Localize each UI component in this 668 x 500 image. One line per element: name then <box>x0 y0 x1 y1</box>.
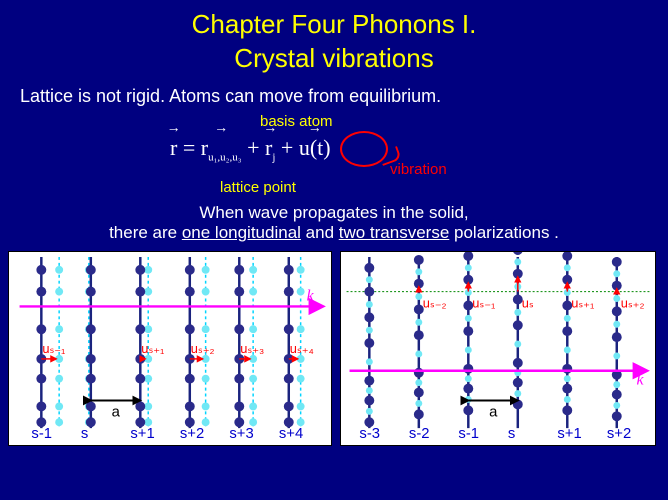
title-line1: Chapter Four Phonons I. <box>192 9 477 39</box>
svg-text:s-2: s-2 <box>409 426 430 442</box>
svg-text:s+2: s+2 <box>180 426 204 442</box>
svg-text:uₛ: uₛ <box>522 295 534 310</box>
lattice-point-label: lattice point <box>220 179 296 196</box>
vec-ru: ru₁,u₂,u₃ <box>201 135 242 163</box>
svg-text:s+2: s+2 <box>607 426 631 442</box>
svg-text:uₛ₊₁: uₛ₊₁ <box>141 341 164 356</box>
title-line2: Crystal vibrations <box>234 43 433 73</box>
vibration-label: vibration <box>390 161 447 178</box>
vibration-circle <box>340 131 388 167</box>
svg-text:uₛ₊₂: uₛ₊₂ <box>621 295 645 310</box>
intro-text: Lattice is not rigid. Atoms can move fro… <box>0 76 668 111</box>
equation: r = ru₁,u₂,u₃ + rj + u(t) <box>170 135 331 163</box>
equation-area: basis atom lattice point vibration r = r… <box>0 111 668 201</box>
svg-text:uₛ₋₂: uₛ₋₂ <box>423 295 447 310</box>
svg-text:k: k <box>307 287 315 304</box>
svg-text:a: a <box>489 404 498 420</box>
diagrams-row: uₛ₋₁ s-1 s uₛ₊₁ s+1 uₛ₊₂ s+2 uₛ₊₃ s+3 uₛ₊₄ s+4 k a s… <box>0 245 668 446</box>
u-of-t: u(t) <box>299 135 331 161</box>
vec-rj: rj <box>265 135 275 163</box>
svg-text:uₛ₊₂: uₛ₊₂ <box>191 341 215 356</box>
svg-text:s-1: s-1 <box>458 426 479 442</box>
svg-text:s-1: s-1 <box>31 426 52 442</box>
svg-text:uₛ₊₄: uₛ₊₄ <box>290 341 314 356</box>
svg-text:uₛ₋₁: uₛ₋₁ <box>472 295 495 310</box>
svg-text:uₛ₊₃: uₛ₊₃ <box>240 341 264 356</box>
svg-text:s+1: s+1 <box>557 426 581 442</box>
svg-text:uₛ₋₁: uₛ₋₁ <box>42 341 65 356</box>
svg-text:s-3: s-3 <box>359 426 380 442</box>
svg-text:s+4: s+4 <box>279 426 303 442</box>
svg-text:s+1: s+1 <box>130 426 154 442</box>
vec-r: r <box>170 135 177 161</box>
longitudinal-diagram: uₛ₋₁ s-1 s uₛ₊₁ s+1 uₛ₊₂ s+2 uₛ₊₃ s+3 uₛ₊₄ s+4 k a <box>8 251 332 446</box>
svg-text:a: a <box>112 404 121 420</box>
svg-text:k: k <box>637 371 645 388</box>
svg-text:s: s <box>81 426 88 442</box>
transverse-diagram: s-3 uₛ₋₂ s-2 uₛ₋₁ s-1 uₛ s uₛ₊₁ s+1 uₛ₊₂ s+2 k a <box>340 251 656 446</box>
svg-text:s+3: s+3 <box>229 426 253 442</box>
svg-text:uₛ₊₁: uₛ₊₁ <box>571 295 594 310</box>
propagation-text: When wave propagates in the solid, there… <box>0 201 668 245</box>
svg-text:s: s <box>508 426 515 442</box>
chapter-title: Chapter Four Phonons I. Crystal vibratio… <box>0 0 668 76</box>
